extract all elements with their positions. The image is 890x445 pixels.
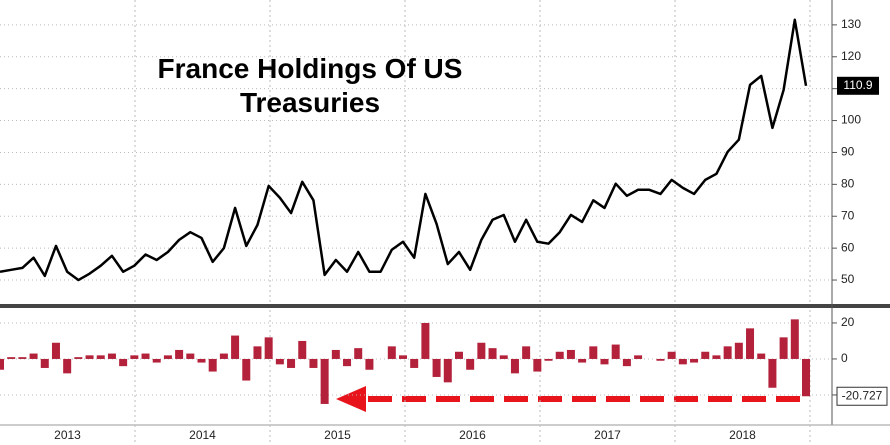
bar (410, 358, 419, 368)
bar (275, 358, 284, 365)
bar (399, 355, 407, 359)
bar (667, 351, 676, 359)
y-tick-label: 130 (841, 17, 861, 31)
last-value-label: 110.9 (843, 78, 872, 92)
bar (141, 353, 150, 359)
bar (768, 358, 777, 388)
bar (589, 346, 598, 359)
bar (757, 353, 766, 359)
bar (555, 351, 564, 359)
y-tick-label: 50 (841, 272, 855, 286)
bar (622, 358, 631, 367)
bar (343, 358, 352, 367)
bar (600, 358, 609, 365)
bar (510, 358, 519, 374)
bar (320, 358, 329, 404)
bar (186, 353, 195, 359)
bar (85, 355, 94, 359)
bar (611, 344, 620, 359)
arrow (336, 386, 800, 412)
bar (533, 358, 542, 372)
bar (387, 346, 396, 359)
bar (365, 358, 374, 370)
bar (130, 355, 139, 359)
bar (74, 357, 83, 359)
x-tick-label: 2013 (54, 428, 81, 442)
y-tick-label: 90 (841, 145, 855, 159)
y-tick-label: 80 (841, 177, 855, 191)
y-tick-label: 0 (841, 351, 848, 365)
bar (443, 358, 452, 383)
bar (219, 353, 228, 359)
bar (421, 322, 430, 359)
bar (298, 340, 307, 359)
line (0, 18, 808, 282)
bar (63, 358, 72, 374)
bar (678, 358, 687, 365)
x-tick-label: 2018 (729, 428, 756, 442)
y-tick-label: 60 (841, 240, 855, 254)
bar (544, 358, 553, 361)
bar (175, 349, 184, 359)
bar (723, 346, 732, 359)
x-tick-label: 2017 (594, 428, 621, 442)
bar (634, 355, 643, 359)
bar (197, 358, 206, 363)
bar (499, 355, 508, 359)
x-tick-label: 2014 (189, 428, 216, 442)
bar (779, 337, 788, 359)
y-tick-label: 70 (841, 208, 855, 222)
bar (309, 358, 318, 368)
bar (432, 358, 441, 377)
bar (578, 358, 587, 363)
bar (208, 358, 217, 372)
bar (242, 358, 251, 381)
bar (701, 351, 710, 359)
last-value-box (836, 386, 888, 406)
bar (734, 342, 743, 359)
bar (96, 355, 105, 359)
bar (287, 358, 296, 368)
bar (488, 348, 497, 359)
bar (253, 346, 262, 359)
bar (119, 358, 128, 367)
bar (466, 358, 475, 370)
bar (454, 351, 463, 359)
bar (231, 335, 240, 359)
bar (29, 353, 38, 359)
arrow-head (336, 386, 366, 412)
chart-title: France Holdings Of US Treasuries (157, 53, 463, 118)
bar (331, 349, 340, 359)
bar (790, 319, 799, 359)
bar (802, 358, 810, 397)
bar (354, 348, 363, 359)
x-tick-label: 2016 (459, 428, 486, 442)
bar (690, 358, 699, 363)
bar (656, 358, 665, 361)
bar (712, 355, 721, 359)
bar (566, 349, 575, 359)
bar (477, 342, 486, 359)
bar (746, 328, 755, 359)
bar (51, 342, 60, 359)
bar (0, 358, 4, 370)
bar (40, 358, 49, 368)
bar (18, 357, 27, 359)
last-value-box (837, 76, 879, 95)
y-tick-label: 100 (841, 113, 861, 127)
x-tick-label: 2015 (324, 428, 351, 442)
last-value-label: -20.727 (842, 388, 883, 402)
y-tick-label: 120 (841, 49, 861, 63)
y-tick-label: 20 (841, 315, 855, 329)
bar (163, 355, 172, 359)
bar (264, 337, 273, 359)
bar (152, 358, 161, 363)
bar (522, 346, 531, 359)
bar (107, 353, 116, 359)
bar (7, 357, 16, 359)
